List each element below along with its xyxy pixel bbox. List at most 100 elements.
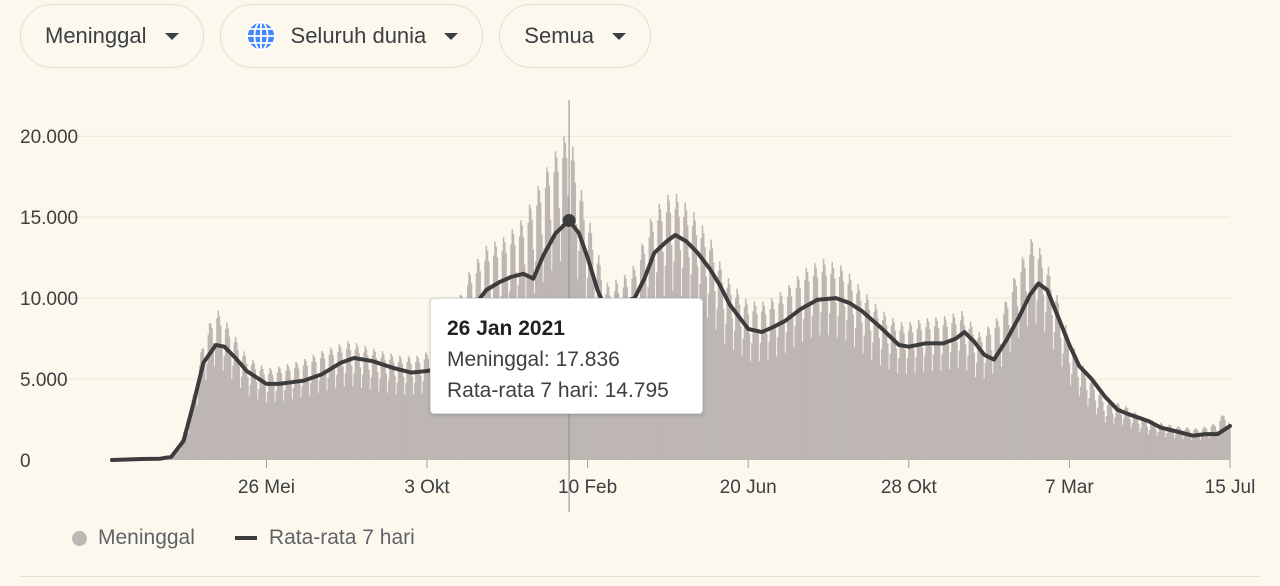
daily-bar <box>1119 407 1121 460</box>
daily-bar <box>1019 313 1021 460</box>
daily-bar <box>826 300 829 460</box>
daily-bar <box>1099 392 1102 460</box>
daily-bar <box>866 294 868 460</box>
daily-bar <box>920 330 922 460</box>
daily-bar <box>255 381 258 460</box>
daily-bar <box>180 444 182 460</box>
daily-bar <box>294 368 296 460</box>
daily-bar <box>381 351 384 460</box>
daily-bar <box>764 314 767 460</box>
daily-bar <box>874 303 877 460</box>
daily-bar <box>320 358 322 460</box>
daily-bar <box>711 248 714 460</box>
metric-dropdown[interactable]: Meninggal <box>20 4 204 68</box>
daily-bar <box>894 330 896 460</box>
daily-bar <box>413 382 416 460</box>
daily-bar <box>1029 254 1031 460</box>
daily-bar <box>1046 275 1048 460</box>
daily-bar <box>1213 424 1215 460</box>
daily-bar <box>957 367 959 460</box>
daily-bar <box>1024 268 1026 460</box>
daily-bar <box>788 284 790 460</box>
daily-bar <box>1147 434 1150 460</box>
daily-bar <box>324 371 327 460</box>
daily-bar <box>281 384 284 460</box>
daily-bar <box>768 341 770 460</box>
daily-bar <box>368 369 370 460</box>
daily-bar <box>1021 256 1024 460</box>
daily-bar <box>1225 427 1228 460</box>
daily-bar <box>880 349 883 460</box>
daily-bar <box>975 363 978 460</box>
daily-bar <box>365 349 368 460</box>
daily-bar <box>937 328 940 460</box>
daily-bar <box>1183 435 1186 460</box>
daily-bar <box>371 355 374 460</box>
daily-bar <box>1146 426 1148 460</box>
daily-bar <box>1068 363 1071 460</box>
daily-bar <box>370 377 373 460</box>
daily-bar <box>906 358 909 460</box>
daily-bar <box>1015 285 1018 460</box>
daily-bar <box>1155 429 1157 460</box>
daily-bar <box>1158 424 1161 460</box>
daily-bar <box>260 365 263 460</box>
daily-bar <box>917 319 920 460</box>
daily-bar <box>242 356 244 460</box>
daily-bar <box>406 362 409 460</box>
daily-bar <box>756 314 758 460</box>
daily-bar <box>1125 405 1127 460</box>
daily-bar <box>1011 292 1014 460</box>
daily-bar <box>1166 433 1168 460</box>
daily-bar <box>300 397 302 460</box>
daily-bar <box>1216 436 1219 460</box>
daily-bar <box>1071 374 1073 460</box>
daily-bar <box>987 326 989 460</box>
daily-bar <box>996 320 999 460</box>
daily-bar <box>896 373 899 460</box>
daily-bar <box>730 295 732 460</box>
daily-bar <box>236 342 238 460</box>
daily-bar <box>1218 430 1220 460</box>
daily-bar <box>825 275 827 460</box>
daily-bar <box>743 307 746 460</box>
daily-bar <box>1124 408 1126 460</box>
daily-bar <box>974 377 977 460</box>
daily-bar <box>827 335 830 460</box>
daily-bar <box>1036 300 1039 460</box>
daily-bar <box>270 370 273 460</box>
daily-bar <box>867 299 869 460</box>
daily-bar <box>306 365 308 460</box>
region-dropdown[interactable]: Seluruh dunia <box>219 4 484 68</box>
daily-bar <box>893 322 895 460</box>
daily-bar <box>765 333 768 460</box>
daily-bar <box>1198 434 1200 460</box>
daily-bar <box>1156 435 1158 460</box>
daily-bar <box>359 367 362 460</box>
daily-bar <box>832 267 835 460</box>
period-dropdown[interactable]: Semua <box>499 4 652 68</box>
daily-bar <box>861 322 863 460</box>
daily-bar <box>1178 427 1181 460</box>
daily-bar <box>924 355 926 460</box>
daily-bar <box>1000 366 1003 460</box>
daily-bar <box>182 432 185 460</box>
daily-bar <box>983 378 985 460</box>
daily-bar <box>744 298 747 460</box>
daily-bar <box>1174 434 1177 460</box>
daily-bar <box>238 366 241 460</box>
daily-bar <box>396 382 399 460</box>
daily-bar <box>221 344 223 460</box>
daily-bar <box>763 305 766 460</box>
y-tick-label: 15.000 <box>20 208 78 229</box>
daily-bar <box>257 399 259 460</box>
daily-bar <box>751 343 753 460</box>
daily-bar <box>264 386 266 460</box>
daily-bar <box>942 325 945 460</box>
y-tick-label: 0 <box>20 451 31 472</box>
daily-bar <box>769 308 772 460</box>
daily-bar <box>968 328 971 460</box>
daily-bar <box>378 391 380 460</box>
daily-bar <box>1056 295 1058 460</box>
